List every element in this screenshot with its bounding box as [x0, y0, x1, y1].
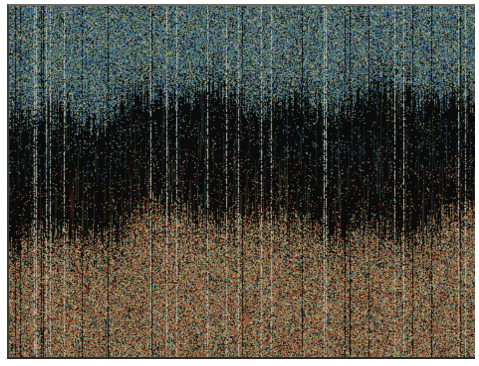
noise-texture-image — [7, 4, 475, 359]
noise-texture-canvas — [9, 6, 475, 357]
